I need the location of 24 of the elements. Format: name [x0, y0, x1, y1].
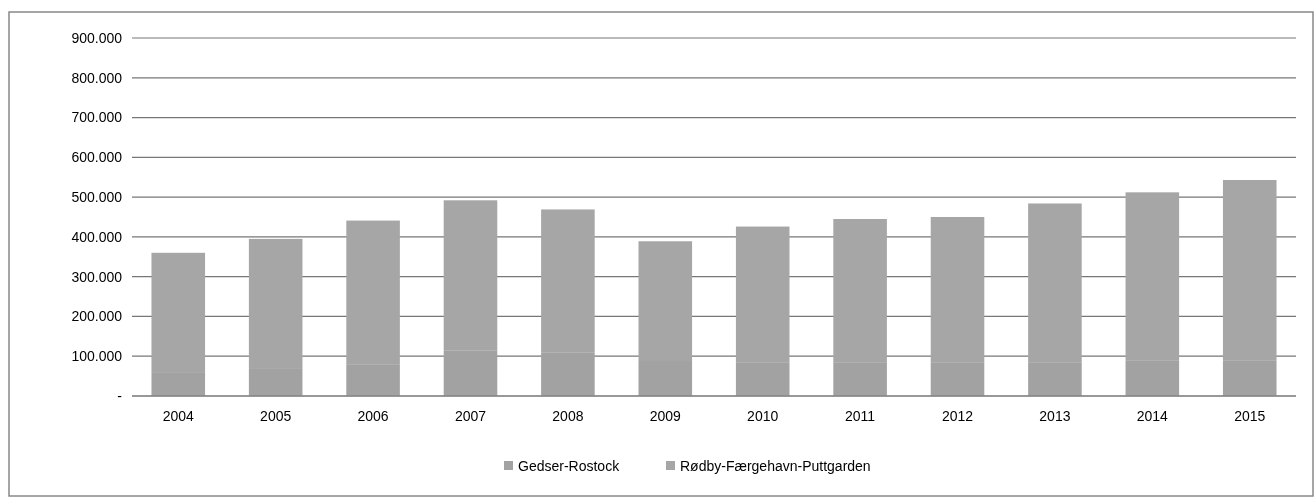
y-tick-label: 200.000 — [71, 308, 123, 325]
x-tick-label: 2007 — [454, 408, 487, 424]
x-tick-label: 2015 — [1234, 408, 1266, 424]
y-tick-label: 500.000 — [71, 189, 123, 206]
y-tick-label: 400.000 — [71, 228, 123, 245]
y-tick-label: 900.000 — [71, 29, 123, 46]
y-tick-label: 800.000 — [71, 69, 123, 86]
y-tick-label: 300.000 — [71, 268, 123, 285]
x-tick-label: 2011 — [845, 408, 876, 424]
y-tick-label: 100.000 — [71, 348, 123, 365]
x-tick-label: 2010 — [747, 408, 779, 424]
x-tick-label: 2006 — [357, 408, 389, 424]
x-tick-label: 2014 — [1136, 408, 1169, 424]
x-tick-label: 2004 — [162, 408, 195, 424]
y-tick-label: - — [117, 387, 123, 404]
x-tick-label: 2009 — [649, 408, 682, 424]
x-tick-label: 2012 — [941, 408, 974, 424]
y-tick-label: 700.000 — [71, 109, 123, 126]
x-tick-label: 2008 — [552, 408, 584, 424]
x-tick-label: 2005 — [260, 408, 292, 424]
y-tick-label: 600.000 — [71, 149, 123, 166]
x-tick-label: 2013 — [1039, 408, 1071, 424]
legend-label: Gedser-Rostock — [518, 457, 621, 474]
legend-label: Rødby-Færgehavn-Puttgarden — [680, 457, 871, 474]
